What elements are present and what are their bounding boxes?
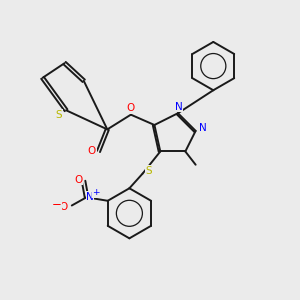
Text: O: O <box>88 146 96 157</box>
Text: S: S <box>56 110 62 120</box>
Text: S: S <box>145 166 152 176</box>
Text: N: N <box>175 102 183 112</box>
Text: N: N <box>199 123 207 133</box>
Text: +: + <box>92 188 100 197</box>
Text: N: N <box>86 192 94 202</box>
Text: O: O <box>59 202 68 212</box>
Text: O: O <box>74 175 82 184</box>
Text: O: O <box>126 103 134 113</box>
Text: −: − <box>52 198 61 211</box>
